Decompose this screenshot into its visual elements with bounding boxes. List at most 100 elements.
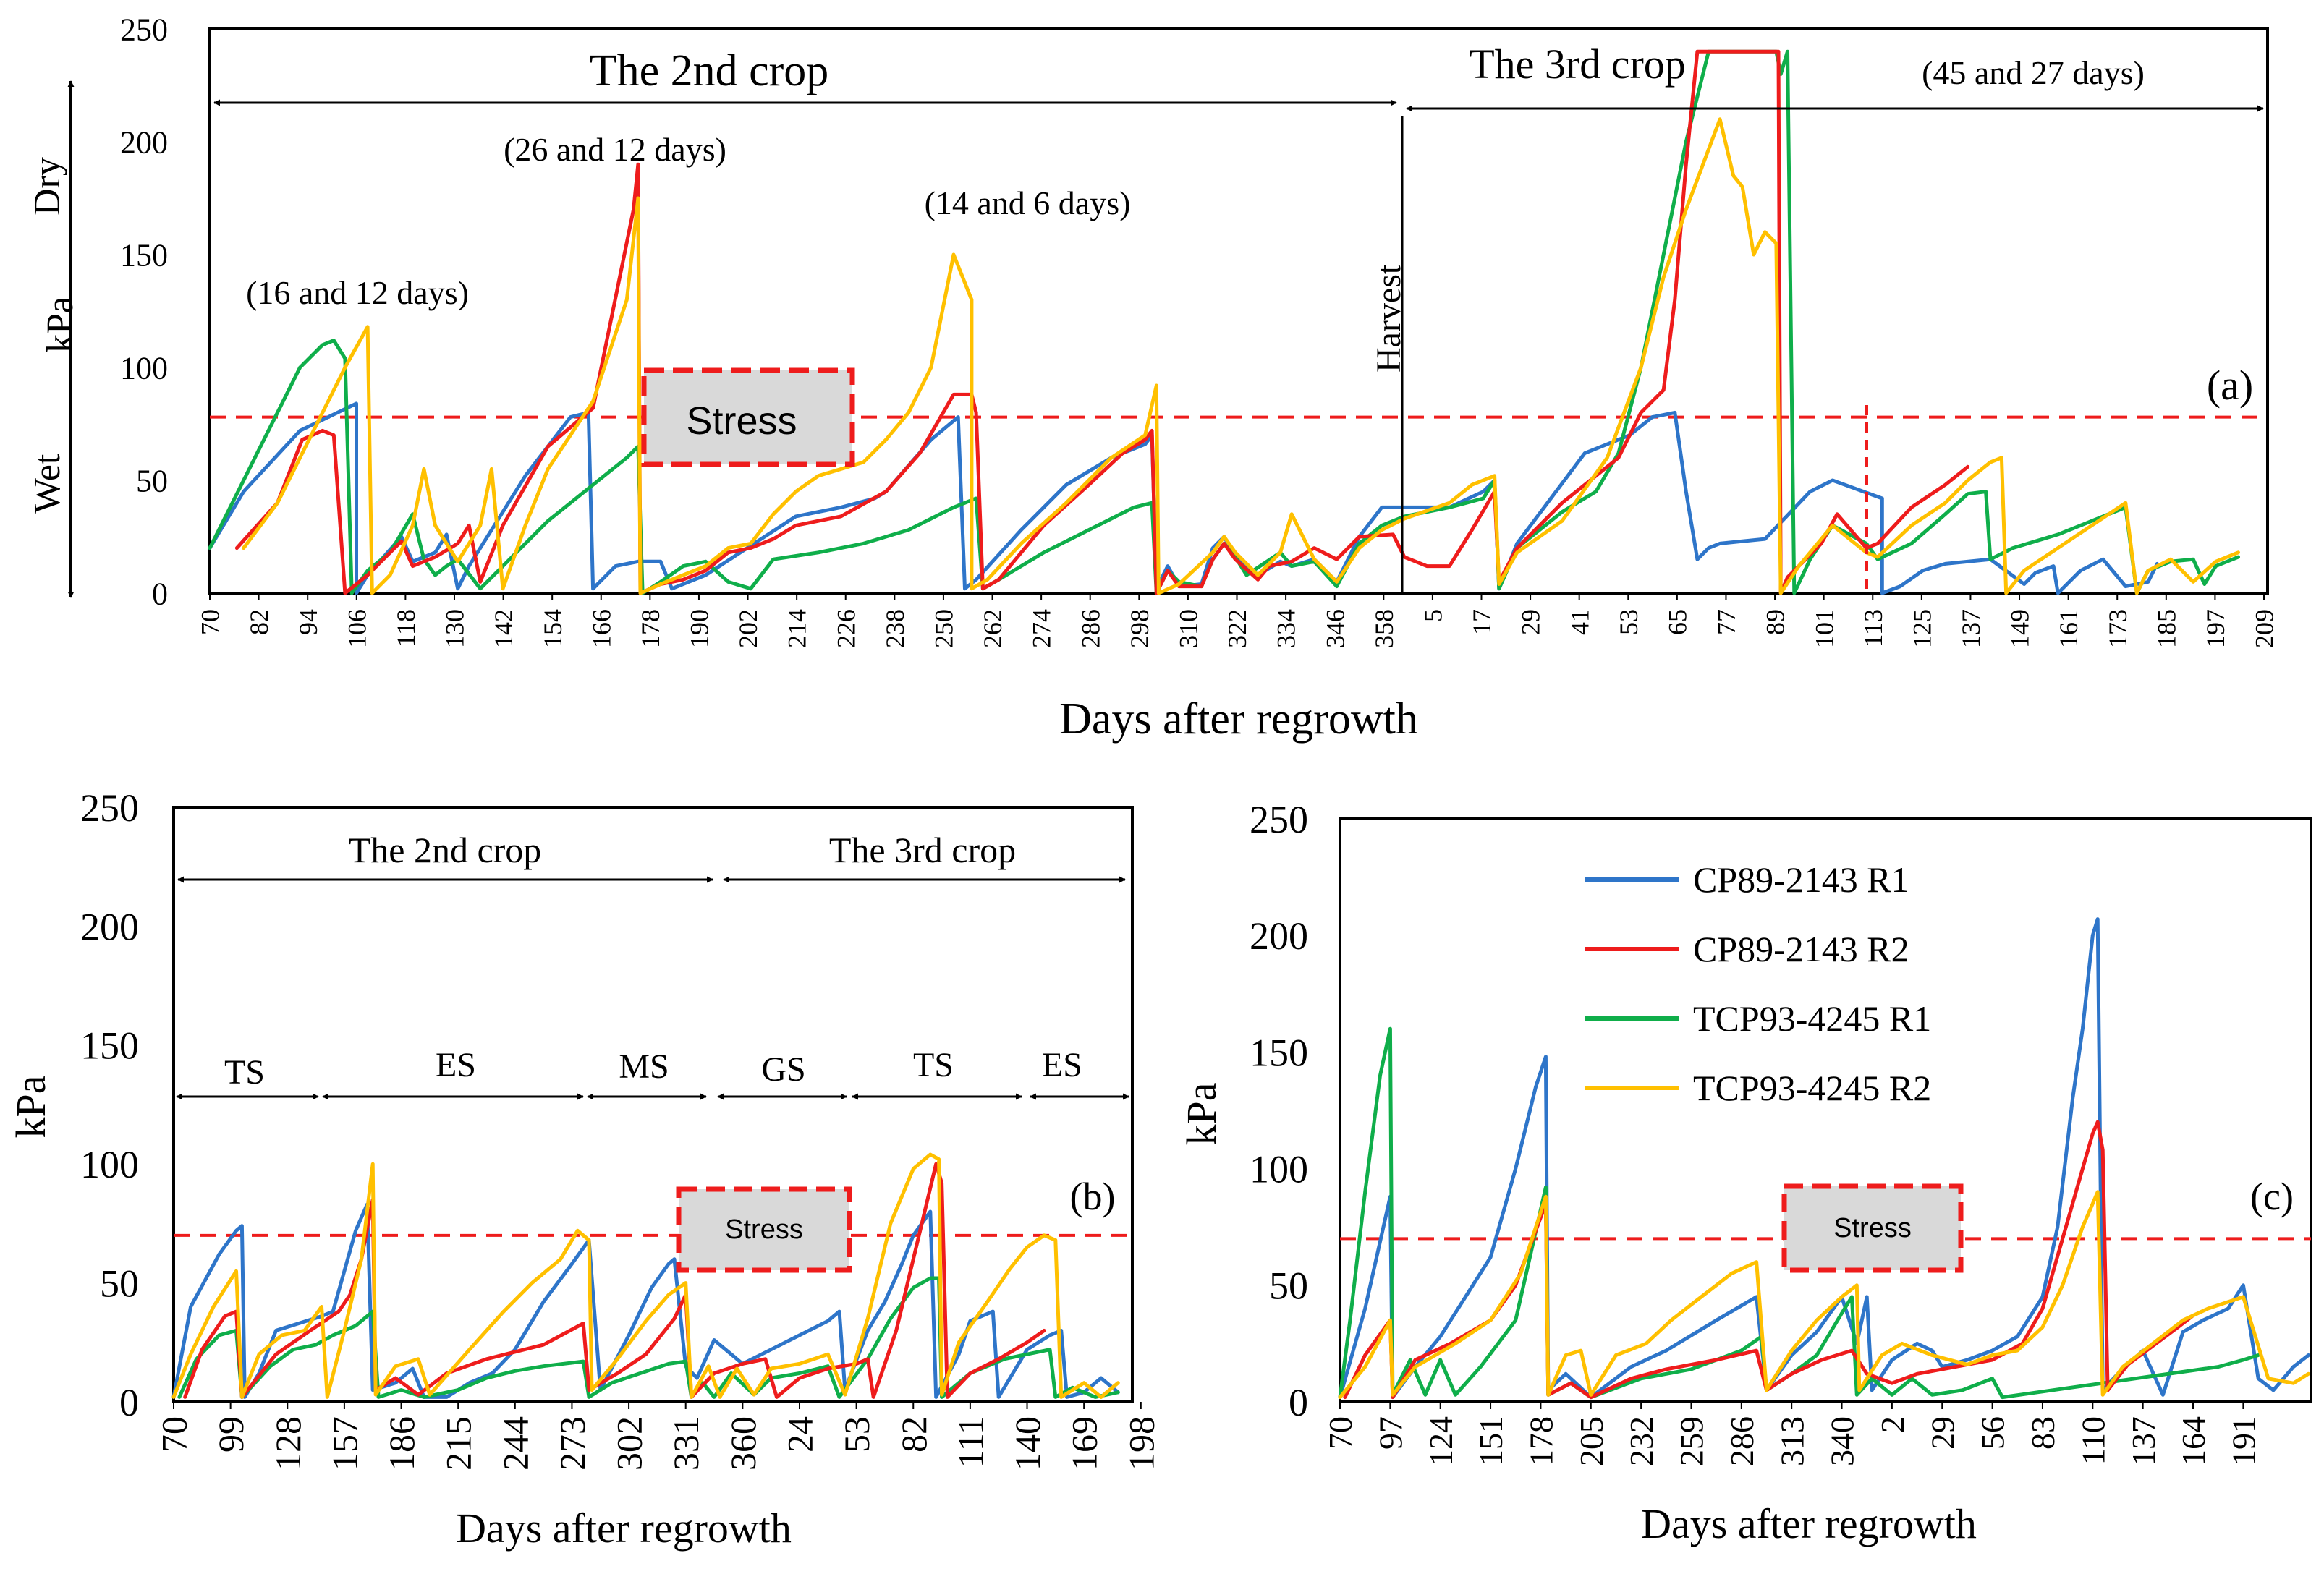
crop-2-label-b: The 2nd crop bbox=[349, 830, 542, 870]
stress-label-c: Stress bbox=[1833, 1213, 1912, 1243]
y-tick-label: 50 bbox=[1269, 1264, 1308, 1308]
series-line-cp89-2143-r2 bbox=[234, 49, 1970, 595]
x-tick-label: 286 bbox=[1723, 1416, 1760, 1466]
harvest-label: Harvest bbox=[1370, 264, 1408, 373]
y-tick-label: 150 bbox=[1250, 1031, 1308, 1074]
stress-label-b: Stress bbox=[725, 1214, 803, 1245]
x-tick-label: 322 bbox=[1223, 609, 1252, 648]
x-axis-c: 70 97 124 151 178 205 232 259 286 313 340 2 29 56 83 11… bbox=[1322, 1402, 2262, 1466]
x-tick-label: 273 bbox=[552, 1416, 593, 1471]
x-tick-label: 340 bbox=[1824, 1416, 1861, 1466]
x-tick-label: 185 bbox=[2152, 609, 2181, 648]
y-tick-label: 0 bbox=[1289, 1381, 1308, 1424]
x-tick-label: 178 bbox=[1523, 1416, 1560, 1466]
x-axis-b: 70 99 128 157 186 215 244 273 302 331 360 24 53 82 111… bbox=[154, 1402, 1161, 1471]
x-tick-label: 137 bbox=[1956, 609, 1985, 648]
x-tick-label: 99 bbox=[211, 1416, 251, 1452]
x-tick-label: 250 bbox=[930, 609, 959, 648]
x-tick-label: 70 bbox=[1322, 1416, 1359, 1450]
legend-label: TCP93-4245 R2 bbox=[1693, 1068, 1931, 1108]
stress-box-c bbox=[1781, 1183, 1964, 1273]
annotation-26-12: (26 and 12 days) bbox=[504, 131, 726, 168]
legend: CP89-2143 R1 CP89-2143 R2 TCP93-4245 R1 TCP… bbox=[1585, 859, 1931, 1108]
x-tick-label: 161 bbox=[2054, 609, 2083, 648]
x-tick-label: 190 bbox=[685, 609, 714, 648]
stress-box-a bbox=[641, 367, 855, 467]
stage-label-gs: GS bbox=[761, 1050, 805, 1089]
y-tick-label: 200 bbox=[80, 905, 139, 948]
x-tick-label: 214 bbox=[783, 609, 812, 648]
legend-label: CP89-2143 R1 bbox=[1693, 859, 1909, 900]
x-tick-label: 154 bbox=[538, 609, 567, 648]
x-tick-label: 113 bbox=[1859, 609, 1888, 647]
x-tick-label: 205 bbox=[1573, 1416, 1610, 1466]
x-axis-title-c: Days after regrowth bbox=[1641, 1500, 1977, 1547]
panel-label-b: (b) bbox=[1070, 1175, 1116, 1218]
x-tick-label: 140 bbox=[1007, 1416, 1048, 1471]
x-tick-label: 186 bbox=[381, 1416, 422, 1471]
x-tick-label: 166 bbox=[587, 609, 616, 648]
x-tick-label: 232 bbox=[1623, 1416, 1660, 1466]
x-tick-label: 169 bbox=[1064, 1416, 1105, 1471]
x-tick-label: 262 bbox=[978, 609, 1007, 648]
x-tick-label: 209 bbox=[2250, 609, 2279, 648]
y-tick-label: 200 bbox=[1250, 914, 1308, 958]
x-tick-label: 82 bbox=[894, 1416, 934, 1452]
y-axis-title-a: kPa bbox=[40, 297, 81, 353]
x-tick-label: 24 bbox=[779, 1416, 820, 1452]
stress-box-b bbox=[676, 1186, 852, 1273]
crop-3-label-b: The 3rd crop bbox=[829, 830, 1016, 870]
y-axis-a: 0 50 100 150 200 250 bbox=[120, 12, 168, 611]
y-axis-title-b: kPa bbox=[7, 1076, 54, 1139]
series-line-cp89-2143-r1 bbox=[1338, 917, 2310, 1400]
x-tick-label: 17 bbox=[1467, 609, 1496, 635]
x-tick-label: 53 bbox=[1614, 609, 1643, 635]
series-group-b bbox=[171, 1152, 1120, 1399]
stage-label-ts-2: TS bbox=[913, 1046, 954, 1084]
annotation-16-12: (16 and 12 days) bbox=[246, 274, 469, 311]
x-tick-label: 197 bbox=[2201, 609, 2230, 648]
stage-label-ms: MS bbox=[619, 1047, 669, 1086]
annotation-45-27: (45 and 27 days) bbox=[1922, 54, 2145, 91]
x-axis-title-a: Days after regrowth bbox=[1059, 694, 1418, 744]
legend-label: TCP93-4245 R1 bbox=[1693, 998, 1931, 1039]
x-tick-label: 302 bbox=[609, 1416, 650, 1471]
x-tick-label: 173 bbox=[2103, 609, 2132, 648]
x-tick-label: 5 bbox=[1418, 609, 1447, 622]
x-tick-label: 53 bbox=[836, 1416, 877, 1452]
x-tick-label: 259 bbox=[1674, 1416, 1710, 1466]
dry-label: Dry bbox=[27, 157, 68, 216]
x-tick-label: 202 bbox=[734, 609, 763, 648]
x-tick-label: 358 bbox=[1370, 609, 1399, 648]
x-tick-label: 41 bbox=[1565, 609, 1594, 635]
x-tick-label: 151 bbox=[1472, 1416, 1509, 1466]
y-tick-label: 250 bbox=[120, 12, 168, 47]
x-tick-label: 149 bbox=[2006, 609, 2035, 648]
series-line-tcp93-4245-r2 bbox=[171, 1152, 1120, 1399]
y-tick-label: 100 bbox=[1250, 1148, 1308, 1191]
x-tick-label: 29 bbox=[1924, 1416, 1961, 1450]
series-group-c bbox=[1338, 917, 2310, 1400]
stress-label-a: Stress bbox=[686, 399, 797, 443]
stage-label-es-2: ES bbox=[1042, 1046, 1082, 1084]
x-tick-label: 128 bbox=[268, 1416, 308, 1471]
x-tick-label: 334 bbox=[1272, 609, 1301, 648]
y-tick-label: 100 bbox=[80, 1143, 139, 1186]
x-tick-label: 346 bbox=[1320, 609, 1349, 648]
panel-a: 0 50 100 150 200 250 70 82 94 106 118 130 142 154 166… bbox=[27, 12, 2279, 744]
wet-label: Wet bbox=[27, 454, 68, 514]
x-tick-label: 111 bbox=[950, 1416, 991, 1468]
y-tick-label: 50 bbox=[100, 1262, 139, 1306]
stage-label-ts-1: TS bbox=[224, 1053, 265, 1092]
x-tick-label: 360 bbox=[723, 1416, 763, 1471]
plot-area-c bbox=[1339, 817, 2312, 1403]
x-tick-label: 70 bbox=[154, 1416, 195, 1452]
y-axis-b: 0 50 100 150 200 250 bbox=[80, 786, 139, 1424]
plot-area-b bbox=[172, 806, 1134, 1403]
x-tick-label: 198 bbox=[1121, 1416, 1161, 1471]
x-tick-label: 313 bbox=[1773, 1416, 1810, 1466]
x-tick-label: 164 bbox=[2175, 1416, 2212, 1466]
x-tick-label: 130 bbox=[441, 609, 470, 648]
y-axis-c: 0 50 100 150 200 250 bbox=[1250, 798, 1308, 1424]
